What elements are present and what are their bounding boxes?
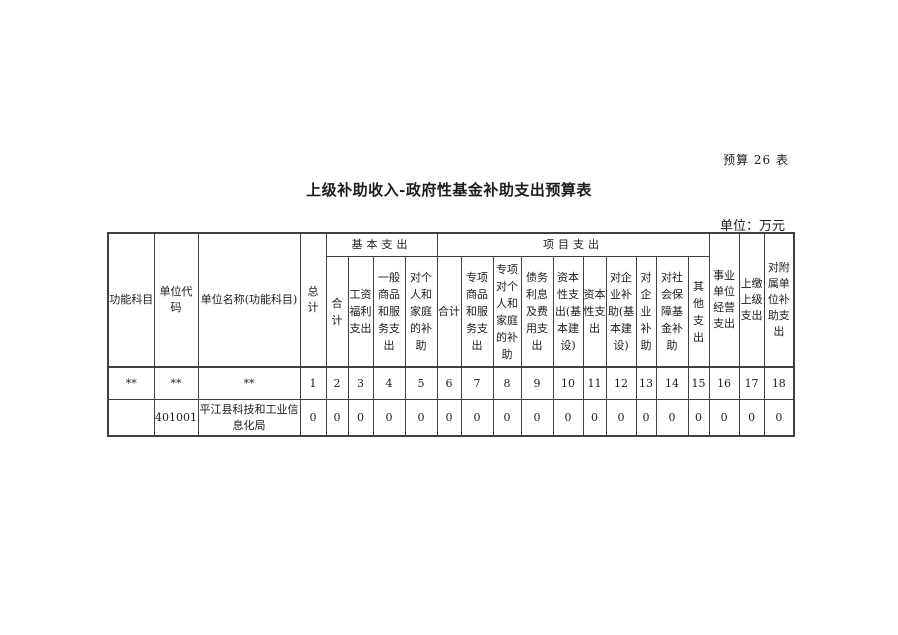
column-index-cell: 16 — [708, 366, 740, 400]
value-cell: 0 — [738, 399, 765, 437]
column-index-cell: 12 — [605, 366, 637, 400]
value-cell: 0 — [299, 399, 327, 437]
header-row-groups: 功能科目 单位代码 单位名称(功能科目) 总 计 基本支出 项目支出 事业 单位… — [107, 232, 795, 368]
subheader-special-goods-services: 专项 商品 和服 务支 出 — [460, 256, 494, 368]
subheader-special-individual-family: 专项 对个 人和 家庭 的补 助 — [492, 256, 522, 368]
value-cell: 0 — [347, 399, 374, 437]
column-index-cell: 2 — [325, 366, 349, 400]
subheader-capital-basic-construction: 资本 性支 出(基 本建 设) — [552, 256, 584, 368]
column-index-cell: ** — [153, 366, 199, 400]
subheader-general-goods-services: 一般 商品 和服 务支 出 — [372, 256, 406, 368]
entity-data-row: 401001 平江县科技和工业信息化局 0 0 0 0 0 0 0 0 0 0 … — [107, 399, 795, 437]
column-index-cell: 18 — [763, 366, 795, 400]
column-index-cell: ** — [107, 366, 155, 400]
value-cell: 0 — [635, 399, 657, 437]
value-cell: 0 — [372, 399, 406, 437]
subheader-enterprise-subsidy: 对 企 业 补 助 — [635, 256, 657, 368]
header-functional-subject: 功能科目 — [107, 232, 155, 368]
subheader-basic-total: 合 计 — [325, 256, 349, 368]
cell-functional-subject — [107, 399, 155, 437]
subheader-social-security-fund-subsidy: 对社 会保 障基 金补 助 — [655, 256, 689, 368]
value-cell: 0 — [582, 399, 607, 437]
header-subsidy-to-affiliated: 对附 属单 位补 助支 出 — [763, 232, 795, 368]
value-cell: 0 — [763, 399, 795, 437]
column-index-cell: 3 — [347, 366, 374, 400]
column-index-cell: 14 — [655, 366, 689, 400]
subheader-enterprise-subsidy-construction: 对企 业补 助(基 本建 设) — [605, 256, 637, 368]
header-project-expenditure-group: 项目支出 — [436, 232, 710, 257]
value-cell: 0 — [460, 399, 494, 437]
value-cell: 0 — [520, 399, 554, 437]
header-grand-total: 总 计 — [299, 232, 327, 368]
subheader-capital-expenditure: 资本 性支 出 — [582, 256, 607, 368]
header-row-subcolumns: 合 计 工资 福利 支出 一般 商品 和服 务支 出 对个 人和 家庭 的补 助… — [108, 256, 794, 368]
value-cell: 0 — [605, 399, 637, 437]
budget-table: 功能科目 单位代码 单位名称(功能科目) 总 计 基本支出 项目支出 事业 单位… — [107, 232, 796, 437]
header-pay-to-superior: 上缴 上级 支出 — [738, 232, 765, 368]
value-cell: 0 — [655, 399, 689, 437]
column-index-cell: 8 — [492, 366, 522, 400]
column-index-cell: 13 — [635, 366, 657, 400]
subheader-debt-interest-fees: 债务 利息 及费 用支 出 — [520, 256, 554, 368]
column-index-row: ** ** ** 1 2 3 4 5 6 7 8 9 10 11 12 13 1… — [107, 366, 795, 400]
column-index-cell: 6 — [436, 366, 462, 400]
header-unit-name: 单位名称(功能科目) — [197, 232, 301, 368]
page-title: 上级补助收入-政府性基金补助支出预算表 — [306, 181, 592, 199]
cell-unit-code: 401001 — [153, 399, 199, 437]
subheader-project-total: 合计 — [436, 256, 462, 368]
unit-note: 单位：万元 — [719, 219, 785, 234]
value-cell: 0 — [552, 399, 584, 437]
value-cell: 0 — [687, 399, 710, 437]
value-cell: 0 — [325, 399, 349, 437]
value-cell: 0 — [492, 399, 522, 437]
subheader-wage-welfare: 工资 福利 支出 — [347, 256, 374, 368]
column-index-cell: 4 — [372, 366, 406, 400]
subheader-other-expenditure: 其 他 支 出 — [687, 256, 710, 368]
column-index-cell: 11 — [582, 366, 607, 400]
column-index-cell: 17 — [738, 366, 765, 400]
column-index-cell: 15 — [687, 366, 710, 400]
column-index-cell: 5 — [404, 366, 438, 400]
value-cell: 0 — [436, 399, 462, 437]
header-business-unit-operating: 事业 单位 经营 支出 — [708, 232, 740, 368]
cell-unit-name: 平江县科技和工业信息化局 — [197, 399, 301, 437]
column-index-cell: ** — [197, 366, 301, 400]
header-unit-code: 单位代码 — [153, 232, 199, 368]
header-basic-expenditure-group: 基本支出 — [325, 232, 438, 257]
column-index-cell: 9 — [520, 366, 554, 400]
value-cell: 0 — [404, 399, 438, 437]
column-index-cell: 1 — [299, 366, 327, 400]
subheader-individual-family-subsidy: 对个 人和 家庭 的补 助 — [404, 256, 438, 368]
column-index-cell: 10 — [552, 366, 584, 400]
value-cell: 0 — [708, 399, 740, 437]
column-index-cell: 7 — [460, 366, 494, 400]
table-number: 预算 26 表 — [723, 153, 789, 167]
